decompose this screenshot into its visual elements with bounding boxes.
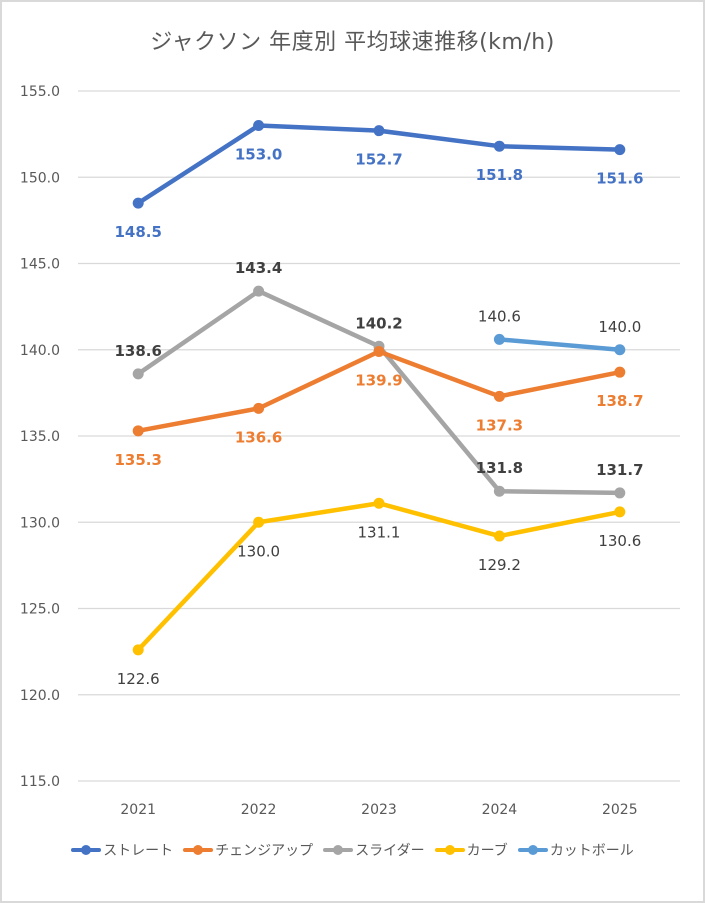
- data-label: 151.6: [596, 170, 643, 188]
- legend-marker-icon: [434, 844, 465, 856]
- data-label: 140.6: [478, 307, 521, 325]
- data-label: 130.6: [598, 532, 641, 550]
- data-label: 129.2: [478, 556, 521, 574]
- data-point: [132, 368, 144, 380]
- y-tick-label: 140.0: [20, 343, 60, 359]
- data-point: [614, 487, 626, 499]
- data-point: [373, 497, 385, 509]
- data-point: [373, 125, 385, 137]
- data-point: [614, 366, 626, 378]
- legend-marker-icon: [323, 844, 354, 856]
- x-tick-label: 2022: [241, 802, 277, 818]
- legend-label: スライダー: [355, 843, 425, 859]
- series-line: [497, 337, 623, 352]
- legend-label: カーブ: [466, 843, 508, 859]
- y-tick-label: 145.0: [20, 257, 60, 273]
- chart-title: ジャクソン 年度別 平均球速推移(km/h): [150, 30, 555, 55]
- data-label: 140.2: [355, 314, 402, 332]
- y-tick-label: 130.0: [20, 515, 60, 531]
- data-point: [132, 644, 144, 656]
- data-label: 153.0: [235, 146, 282, 164]
- chart-legend: ストレート チェンジアップ スライダー カーブ カットボール: [0, 840, 705, 860]
- data-label: 148.5: [114, 223, 161, 241]
- data-label: 143.4: [235, 259, 282, 277]
- legend-item: チェンジアップ: [183, 840, 313, 860]
- y-tick-label: 125.0: [20, 602, 60, 618]
- data-point: [614, 506, 626, 518]
- data-point: [132, 425, 144, 437]
- data-label: 152.7: [355, 151, 402, 169]
- data-point: [253, 402, 265, 414]
- data-label: 137.3: [476, 416, 523, 434]
- data-point: [493, 140, 505, 152]
- x-tick-label: 2024: [482, 802, 518, 818]
- legend-label: チェンジアップ: [215, 843, 314, 859]
- series-line: [135, 349, 623, 434]
- data-point: [132, 197, 144, 209]
- data-label: 130.0: [237, 542, 280, 560]
- y-tick-label: 115.0: [20, 774, 60, 790]
- data-point: [614, 144, 626, 156]
- x-tick-label: 2023: [361, 802, 397, 818]
- data-label: 131.1: [358, 523, 401, 541]
- legend-item: カットボール: [517, 840, 634, 860]
- data-point: [253, 516, 265, 528]
- legend-marker-icon: [71, 844, 102, 856]
- data-point: [253, 120, 265, 131]
- data-label: 131.7: [596, 461, 643, 479]
- data-point: [373, 345, 385, 357]
- data-point: [614, 344, 626, 356]
- data-label: 138.7: [596, 392, 643, 410]
- data-point: [493, 530, 505, 542]
- legend-label: カットボール: [549, 843, 634, 859]
- x-tick-label: 2021: [120, 802, 156, 818]
- y-tick-label: 120.0: [20, 688, 60, 704]
- legend-item: スライダー: [323, 840, 425, 860]
- y-tick-label: 155.0: [20, 84, 60, 100]
- legend-marker-icon: [183, 844, 214, 856]
- data-label: 136.6: [235, 428, 282, 446]
- data-point: [493, 485, 505, 497]
- data-label: 140.0: [598, 318, 641, 336]
- legend-label: ストレート: [103, 843, 174, 859]
- data-point: [493, 390, 505, 402]
- data-label: 151.8: [476, 166, 523, 184]
- data-label: 131.8: [476, 459, 523, 477]
- data-point: [253, 285, 265, 297]
- legend-item: ストレート: [71, 840, 173, 860]
- legend-item: カーブ: [434, 840, 508, 860]
- data-point: [493, 333, 505, 345]
- data-label: 138.6: [114, 342, 161, 360]
- y-tick-label: 135.0: [20, 429, 60, 445]
- legend-marker-icon: [517, 844, 548, 856]
- data-label: 135.3: [114, 451, 161, 469]
- data-label: 122.6: [117, 670, 160, 688]
- y-tick-label: 150.0: [20, 170, 60, 186]
- data-label: 139.9: [355, 371, 402, 389]
- x-tick-label: 2025: [602, 802, 638, 818]
